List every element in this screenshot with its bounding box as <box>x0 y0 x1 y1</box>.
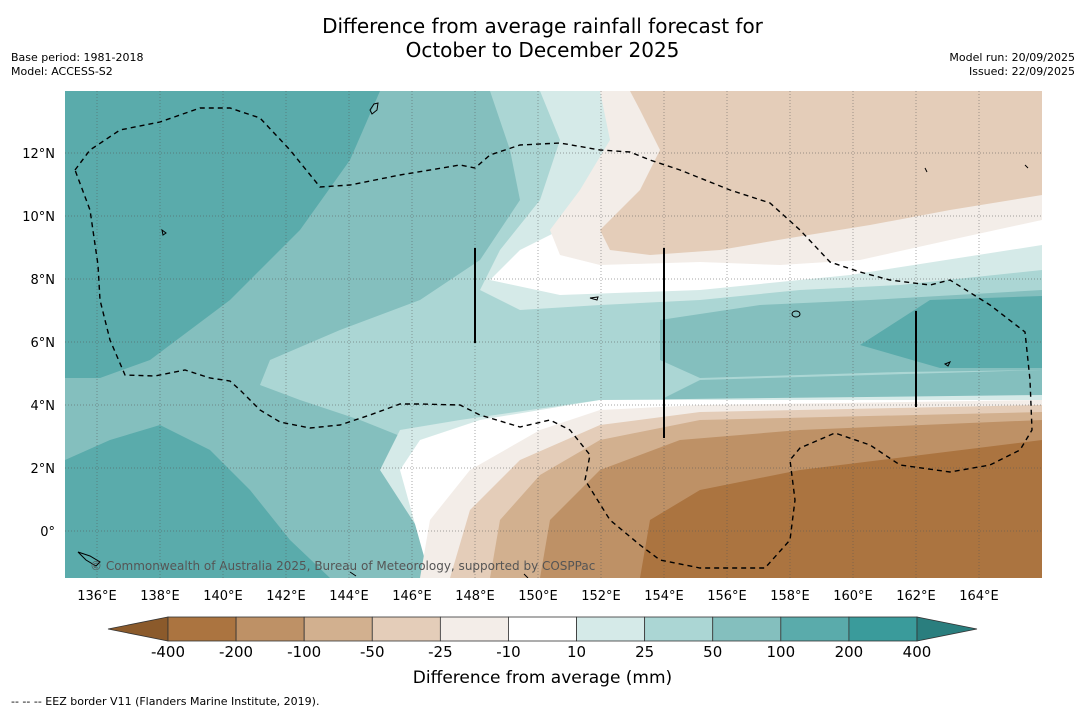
lat-label: 8°N <box>31 273 56 288</box>
lon-label: 156°E <box>707 589 747 604</box>
field-dry-south-4 <box>640 440 1042 578</box>
lon-label: 154°E <box>644 589 684 604</box>
model-run: Model run: 20/09/2025 <box>949 51 1075 64</box>
lon-label: 136°E <box>77 589 117 604</box>
lon-label: 146°E <box>392 589 432 604</box>
rainfall-field: © Commonwealth of Australia 2025, Bureau… <box>65 91 1042 578</box>
colorbar-swatch <box>167 616 237 642</box>
eez-legend-note: -- -- -- EEZ border V11 (Flanders Marine… <box>11 695 320 708</box>
meta-right: Model run: 20/09/2025 Issued: 22/09/2025 <box>949 51 1075 79</box>
colorbar-tick-label: 100 <box>766 643 796 661</box>
lon-label: 158°E <box>770 589 810 604</box>
map-gridlines <box>65 91 1042 578</box>
colorbar-extend-low <box>107 616 169 642</box>
colorbar-swatch <box>576 616 646 642</box>
copyright-text: © Commonwealth of Australia 2025, Bureau… <box>90 559 595 573</box>
colorbar-tick-label: 10 <box>566 643 587 661</box>
colorbar-tick-label: 400 <box>902 643 932 661</box>
colorbar-tick-label: -10 <box>496 643 521 661</box>
lat-label: 4°N <box>31 399 56 414</box>
colorbar-tick-label: 25 <box>635 643 655 661</box>
lon-label: 150°E <box>518 589 558 604</box>
colorbar-swatch <box>644 616 714 642</box>
lon-label: 140°E <box>203 589 243 604</box>
colorbar-tick-label: -200 <box>219 643 254 661</box>
lat-label: 0° <box>40 525 55 540</box>
issued-date: Issued: 22/09/2025 <box>968 65 1075 78</box>
model-name: Model: ACCESS-S2 <box>11 65 113 78</box>
colorbar-tick-label: 200 <box>834 643 864 661</box>
colorbar-swatch <box>712 616 782 642</box>
lon-label: 152°E <box>581 589 621 604</box>
lat-label: 12°N <box>22 147 55 162</box>
colorbar-swatch <box>303 616 373 642</box>
colorbar-swatch <box>780 616 850 642</box>
colorbar-swatch <box>439 616 509 642</box>
eez-border <box>74 107 1033 569</box>
map-title-line2: October to December 2025 <box>405 38 680 62</box>
colorbar-tick-label: -400 <box>150 643 186 661</box>
field-wet-west <box>65 91 380 378</box>
field-dry-north <box>600 91 1042 255</box>
lon-label: 160°E <box>833 589 873 604</box>
field-wet-southwest <box>65 425 330 578</box>
colorbar-tick-label: -25 <box>428 643 453 661</box>
map-title: Difference from average rainfall forecas… <box>0 14 1085 62</box>
colorbar-tick-label: 50 <box>703 643 723 661</box>
colorbar-extend-high <box>916 616 978 642</box>
colorbar-tick-label: -100 <box>287 643 322 661</box>
lon-label: 162°E <box>896 589 936 604</box>
colorbar-swatch <box>371 616 441 642</box>
colorbar-title: Difference from average (mm) <box>412 668 673 688</box>
base-period: Base period: 1981-2018 <box>11 51 144 64</box>
map-title-line1: Difference from average rainfall forecas… <box>322 14 763 38</box>
colorbar-swatch <box>508 616 577 642</box>
field-wetter-east <box>860 296 1042 368</box>
meta-left: Base period: 1981-2018 Model: ACCESS-S2 <box>11 51 143 79</box>
lon-label: 164°E <box>959 589 999 604</box>
lon-axis: 136°E 138°E 140°E 142°E 144°E 146°E 148°… <box>77 589 999 604</box>
lat-label: 2°N <box>31 462 56 477</box>
colorbar-swatch <box>848 616 918 642</box>
lon-label: 138°E <box>140 589 180 604</box>
colorbar-swatch <box>235 616 305 642</box>
lon-label: 148°E <box>455 589 495 604</box>
lat-label: 6°N <box>31 336 56 351</box>
lat-label: 10°N <box>22 210 55 225</box>
lon-label: 144°E <box>329 589 369 604</box>
colorbar <box>107 616 978 642</box>
islands <box>77 102 1029 578</box>
lat-axis: 12°N 10°N 8°N 6°N 4°N 2°N 0° <box>22 147 55 540</box>
lon-label: 142°E <box>266 589 306 604</box>
colorbar-tick-label: -50 <box>360 643 385 661</box>
